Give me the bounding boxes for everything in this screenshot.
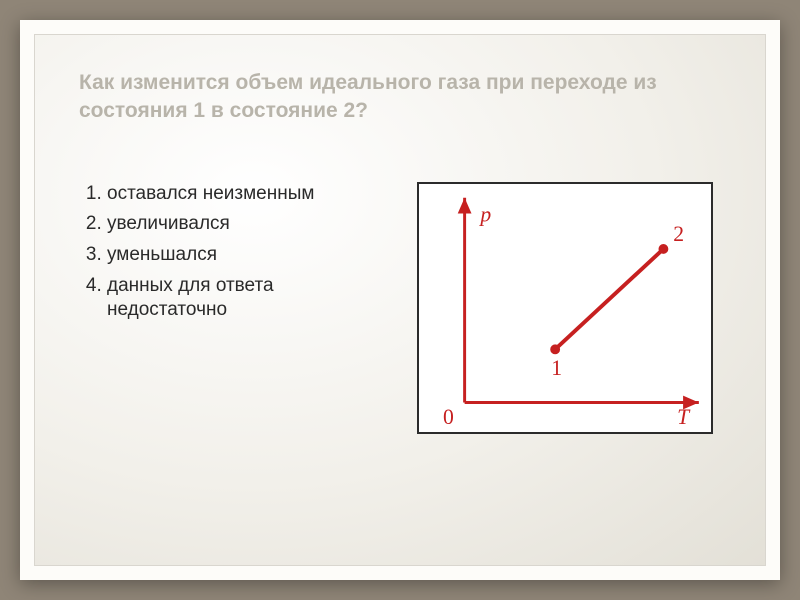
slide-outer-frame: Как изменится объем идеального газа при … <box>20 20 780 580</box>
answer-option: оставался неизменным <box>107 182 379 207</box>
pt-chart: p T 0 1 2 <box>417 182 713 434</box>
chart-svg: p T 0 1 2 <box>419 184 711 432</box>
question-title: Как изменится объем идеального газа при … <box>79 69 719 126</box>
slide-inner-frame: Как изменится объем идеального газа при … <box>34 34 766 566</box>
svg-text:0: 0 <box>443 405 454 429</box>
svg-text:T: T <box>677 405 691 429</box>
svg-text:1: 1 <box>551 356 562 380</box>
svg-text:2: 2 <box>673 222 684 246</box>
answer-option: увеличивался <box>107 212 379 237</box>
content-row: оставался неизменным увеличивался уменьш… <box>79 182 721 434</box>
answer-option: данных для ответа недостаточно <box>107 274 379 323</box>
svg-text:p: p <box>478 202 491 226</box>
answer-option: уменьшался <box>107 243 379 268</box>
answers-list: оставался неизменным увеличивался уменьш… <box>79 182 379 329</box>
